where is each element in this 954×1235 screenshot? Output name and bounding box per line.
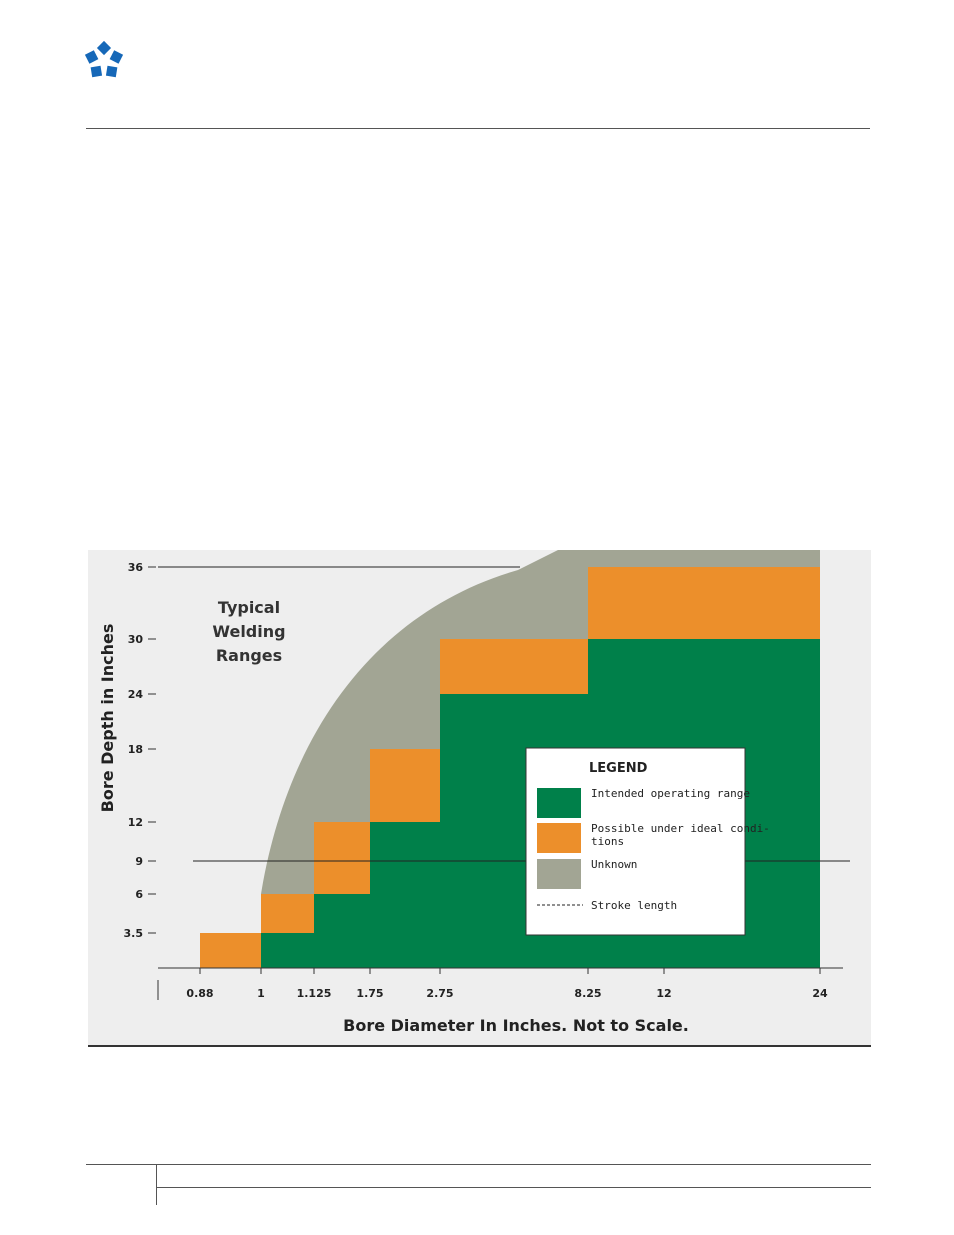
x-tick-label-24: 24 <box>812 987 828 1000</box>
logo-petal <box>96 40 112 56</box>
welding-range-chart: 3.5 6 9 12 18 24 30 36 0.88 1 1.125 1.75 2.75 8.25 12 2… <box>88 550 871 1047</box>
y-tick-label-6: 6 <box>135 888 143 901</box>
x-tick-label-1.125: 1.125 <box>297 987 332 1000</box>
x-tick-label-1.75: 1.75 <box>356 987 383 1000</box>
intended-range-bar-2 <box>370 822 440 968</box>
logo-petal <box>105 65 118 78</box>
intended-range-bar-0 <box>261 933 314 968</box>
logo-petal <box>109 50 124 64</box>
legend-label-1-cont: tions <box>591 835 624 848</box>
y-tick-label-3.5: 3.5 <box>124 927 144 940</box>
legend-label-0: Intended operating range <box>591 787 750 800</box>
y-tick-label-30: 30 <box>128 633 144 646</box>
logo-petal <box>84 50 99 64</box>
y-tick-label-18: 18 <box>128 743 143 756</box>
possible-range-bar-2 <box>314 822 370 894</box>
chart-title-line-1: Welding <box>212 622 285 641</box>
legend-swatch-1 <box>537 823 581 853</box>
possible-range-bar-4 <box>440 639 588 694</box>
possible-range-bar-3 <box>370 749 440 822</box>
unknown-region-area <box>261 550 820 894</box>
possible-range-bar-1 <box>261 894 314 933</box>
x-tick-label-0.88: 0.88 <box>186 987 213 1000</box>
y-tick-label-12: 12 <box>128 816 143 829</box>
intended-range-bar-1 <box>314 894 370 968</box>
legend-swatch-2 <box>537 859 581 889</box>
star-cluster-logo-icon <box>84 40 124 78</box>
chart-title-line-0: Typical <box>218 598 280 617</box>
y-tick-label-24: 24 <box>128 688 144 701</box>
y-axis-title: Bore Depth in Inches <box>98 624 117 813</box>
x-tick-label-8.25: 8.25 <box>574 987 601 1000</box>
legend-title: LEGEND <box>589 761 648 776</box>
footer-divider-top <box>86 1164 871 1165</box>
legend-label-1: Possible under ideal condi- <box>591 822 770 835</box>
logo-petal <box>90 65 103 78</box>
x-tick-label-2.75: 2.75 <box>426 987 453 1000</box>
x-tick-label-12: 12 <box>656 987 671 1000</box>
x-tick-label-1: 1 <box>257 987 265 1000</box>
legend-swatch-0 <box>537 788 581 818</box>
footer-divider-vertical <box>156 1164 157 1205</box>
chart-title-line-2: Ranges <box>216 646 282 665</box>
chart-canvas: 3.5 6 9 12 18 24 30 36 0.88 1 1.125 1.75 2.75 8.25 12 2… <box>98 550 850 1035</box>
x-axis-title: Bore Diameter In Inches. Not to Scale. <box>343 1016 689 1035</box>
possible-range-bar-0 <box>200 933 261 968</box>
legend-label-2: Unknown <box>591 858 637 871</box>
footer-divider-bottom <box>157 1187 871 1188</box>
possible-range-bar-5 <box>588 567 820 639</box>
legend-label-3: Stroke length <box>591 899 677 912</box>
y-tick-label-9: 9 <box>135 855 143 868</box>
header-divider <box>86 128 870 129</box>
y-tick-label-36: 36 <box>128 561 144 574</box>
